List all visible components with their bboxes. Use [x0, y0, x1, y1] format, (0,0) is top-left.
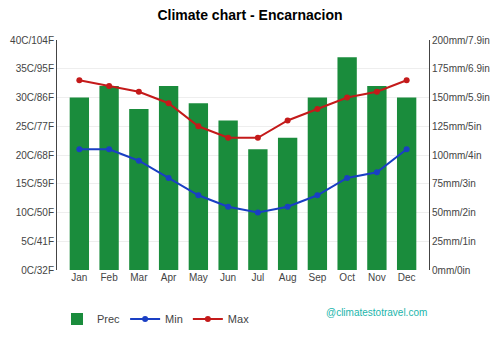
svg-text:0mm/0in: 0mm/0in — [432, 265, 470, 276]
svg-text:Mar: Mar — [130, 272, 148, 283]
svg-text:Climate chart - Encarnacion: Climate chart - Encarnacion — [157, 7, 342, 23]
svg-text:Apr: Apr — [161, 272, 177, 283]
svg-text:200mm/7.9in: 200mm/7.9in — [432, 35, 490, 46]
svg-text:5C/41F: 5C/41F — [21, 236, 54, 247]
svg-text:10C/50F: 10C/50F — [16, 207, 54, 218]
svg-text:May: May — [189, 272, 208, 283]
svg-text:35C/95F: 35C/95F — [16, 63, 54, 74]
svg-text:150mm/5.9in: 150mm/5.9in — [432, 92, 490, 103]
svg-text:25mm/1in: 25mm/1in — [432, 236, 476, 247]
svg-text:Prec: Prec — [97, 313, 120, 325]
svg-text:0C/32F: 0C/32F — [21, 265, 54, 276]
svg-text:40C/104F: 40C/104F — [10, 35, 54, 46]
svg-text:Nov: Nov — [368, 272, 386, 283]
svg-text:100mm/4in: 100mm/4in — [432, 150, 481, 161]
svg-text:75mm/3in: 75mm/3in — [432, 178, 476, 189]
svg-text:125mm/5in: 125mm/5in — [432, 121, 481, 132]
svg-text:30C/86F: 30C/86F — [16, 92, 54, 103]
svg-text:Max: Max — [228, 313, 249, 325]
svg-text:@climatestotravel.com: @climatestotravel.com — [326, 307, 427, 318]
svg-text:Sep: Sep — [308, 272, 326, 283]
svg-text:20C/68F: 20C/68F — [16, 150, 54, 161]
svg-text:Aug: Aug — [279, 272, 297, 283]
svg-text:50mm/2in: 50mm/2in — [432, 207, 476, 218]
svg-text:Dec: Dec — [398, 272, 416, 283]
svg-text:25C/77F: 25C/77F — [16, 121, 54, 132]
svg-text:Feb: Feb — [100, 272, 118, 283]
svg-text:Min: Min — [165, 313, 183, 325]
svg-text:Oct: Oct — [339, 272, 355, 283]
svg-text:Jul: Jul — [251, 272, 264, 283]
svg-text:175mm/6.9in: 175mm/6.9in — [432, 63, 490, 74]
svg-text:Jan: Jan — [71, 272, 87, 283]
svg-text:15C/59F: 15C/59F — [16, 178, 54, 189]
svg-text:Jun: Jun — [220, 272, 236, 283]
